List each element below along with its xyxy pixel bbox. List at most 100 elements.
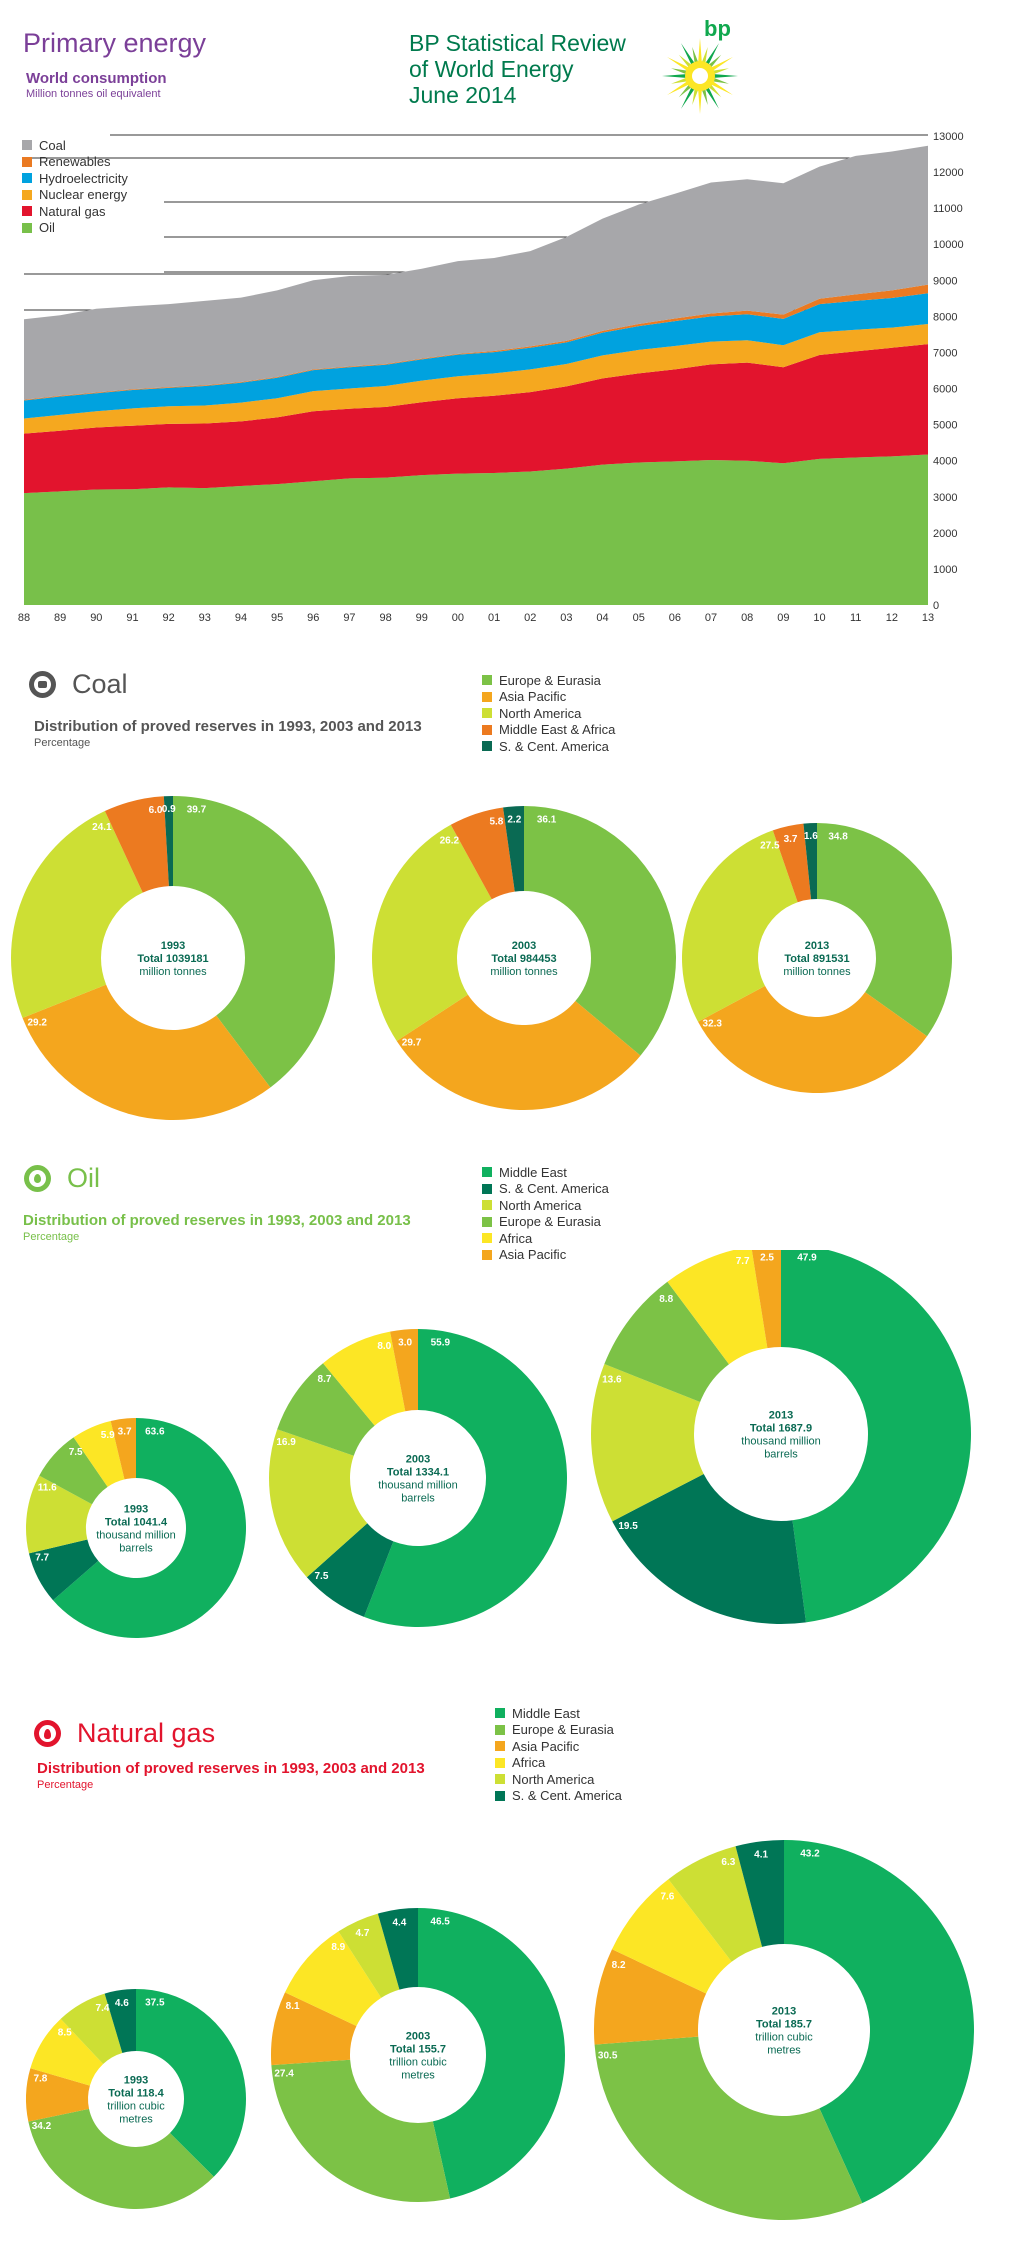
donut-slice bbox=[735, 1840, 784, 1947]
donut-value-label: 27.5 bbox=[760, 840, 780, 851]
bp-ray bbox=[678, 54, 692, 68]
donut-unit: metres bbox=[401, 2070, 435, 2082]
bp-ray bbox=[705, 87, 719, 109]
x-tick-label: 95 bbox=[271, 612, 283, 624]
donut-unit: barrels bbox=[401, 1493, 435, 1505]
x-tick-label: 08 bbox=[741, 612, 753, 624]
donut-slice bbox=[163, 796, 173, 887]
area-series-oil bbox=[24, 454, 928, 605]
legend-swatch bbox=[495, 1724, 505, 1735]
donut-value-label: 39.7 bbox=[187, 805, 207, 816]
legend-swatch bbox=[482, 1233, 492, 1244]
oil-legend: Middle East S. & Cent. America North Ameri… bbox=[482, 1164, 609, 1263]
donut-slice bbox=[136, 1989, 246, 2177]
legend-item-africa: Africa bbox=[482, 1230, 609, 1247]
donut-value-label: 7.7 bbox=[35, 1552, 49, 1563]
donut-value-label: 36.1 bbox=[537, 815, 557, 826]
y-tick-label: 0 bbox=[933, 600, 939, 612]
donut-slice bbox=[104, 796, 169, 893]
donut-unit: thousand million bbox=[741, 1436, 821, 1448]
donut-slice bbox=[772, 823, 812, 903]
donut-unit: thousand million bbox=[96, 1530, 176, 1542]
legend-label: Africa bbox=[499, 1230, 533, 1246]
legend-item-s-cent-america: S. & Cent. America bbox=[482, 738, 615, 755]
coal-icon bbox=[29, 671, 56, 698]
donut-slice bbox=[698, 985, 928, 1093]
donut-value-label: 34.2 bbox=[32, 2121, 52, 2132]
x-tick-label: 00 bbox=[452, 612, 464, 624]
donut-value-label: 8.7 bbox=[318, 1374, 332, 1385]
bp-ray bbox=[711, 81, 733, 95]
donut-slice bbox=[39, 1437, 108, 1505]
legend-label: Asia Pacific bbox=[512, 1738, 580, 1754]
bp-ray bbox=[701, 47, 708, 64]
donut-slice bbox=[277, 1363, 375, 1456]
donut-slice bbox=[338, 1913, 400, 1998]
donut-total: Total 155.7 bbox=[390, 2044, 446, 2056]
donut-value-label: 4.4 bbox=[392, 1917, 406, 1928]
donut-value-label: 3.0 bbox=[398, 1338, 412, 1349]
legend-swatch bbox=[22, 173, 32, 184]
donut-slice bbox=[26, 1475, 93, 1554]
coal-legend: Europe & Eurasia Asia Pacific North Americ… bbox=[482, 672, 615, 755]
legend-item-renewables: Renewables bbox=[22, 154, 128, 171]
bp-ray bbox=[667, 81, 689, 95]
donut-slice bbox=[751, 1250, 781, 1349]
legend-swatch bbox=[482, 724, 492, 735]
review-title: BP Statistical Review of World Energy Ju… bbox=[409, 30, 626, 108]
x-tick-label: 07 bbox=[705, 612, 717, 624]
bp-ray bbox=[692, 47, 699, 64]
x-tick-label: 09 bbox=[777, 612, 789, 624]
review-line-3: June 2014 bbox=[409, 82, 517, 108]
x-tick-label: 94 bbox=[235, 612, 247, 624]
legend-swatch bbox=[22, 156, 32, 167]
donut-unit: metres bbox=[119, 2114, 153, 2126]
page-unit: Million tonnes oil equivalent bbox=[26, 88, 161, 100]
legend-label: Hydroelectricity bbox=[39, 170, 128, 186]
y-tick-label: 13000 bbox=[933, 131, 964, 143]
donut-value-label: 4.1 bbox=[754, 1849, 768, 1860]
y-tick-label: 8000 bbox=[933, 311, 957, 323]
legend-label: Europe & Eurasia bbox=[512, 1722, 614, 1738]
legend-swatch bbox=[482, 708, 492, 719]
legend-item-s-cent-america: S. & Cent. America bbox=[495, 1788, 622, 1805]
donut-value-label: 1.6 bbox=[804, 831, 818, 842]
donut-unit: metres bbox=[767, 2045, 801, 2057]
bp-ray bbox=[712, 68, 729, 75]
legend-item-north-america: North America bbox=[495, 1771, 622, 1788]
donut-slice bbox=[323, 1331, 406, 1426]
donut-value-label: 8.0 bbox=[377, 1341, 391, 1352]
donut-slice bbox=[173, 796, 335, 1088]
legend-swatch bbox=[495, 1708, 505, 1719]
donut-slice bbox=[73, 1420, 125, 1487]
donut-slice bbox=[110, 1418, 136, 1480]
donut-value-label: 13.6 bbox=[602, 1375, 622, 1386]
donut-value-label: 29.2 bbox=[27, 1018, 47, 1029]
donut-value-label: 7.6 bbox=[660, 1891, 674, 1902]
bp-logo-text: bp bbox=[704, 16, 731, 41]
legend-item-nuclear-energy: Nuclear energy bbox=[22, 187, 128, 204]
gas-dist-subtitle: Percentage bbox=[37, 1779, 94, 1791]
donut-value-label: 27.4 bbox=[274, 2068, 294, 2079]
donut-slice bbox=[269, 1429, 368, 1578]
area-series-coal bbox=[24, 145, 928, 400]
donut-value-label: 7.5 bbox=[69, 1447, 83, 1458]
x-tick-label: 90 bbox=[90, 612, 102, 624]
donut-slice bbox=[371, 824, 492, 1042]
flame-icon bbox=[34, 1720, 61, 1747]
legend-swatch bbox=[495, 1741, 505, 1752]
legend-label: North America bbox=[499, 705, 582, 721]
donut-unit: barrels bbox=[119, 1543, 153, 1555]
y-tick-label: 12000 bbox=[933, 167, 964, 179]
donut-slice bbox=[396, 994, 641, 1110]
donut-slice bbox=[53, 1418, 246, 1638]
area-series-natural-gas bbox=[24, 344, 928, 494]
legend-swatch bbox=[22, 140, 32, 151]
bp-ray bbox=[711, 57, 733, 71]
donut-slice bbox=[594, 1949, 707, 2045]
donut-slice bbox=[611, 1879, 732, 1994]
donut-value-label: 5.8 bbox=[489, 817, 503, 828]
